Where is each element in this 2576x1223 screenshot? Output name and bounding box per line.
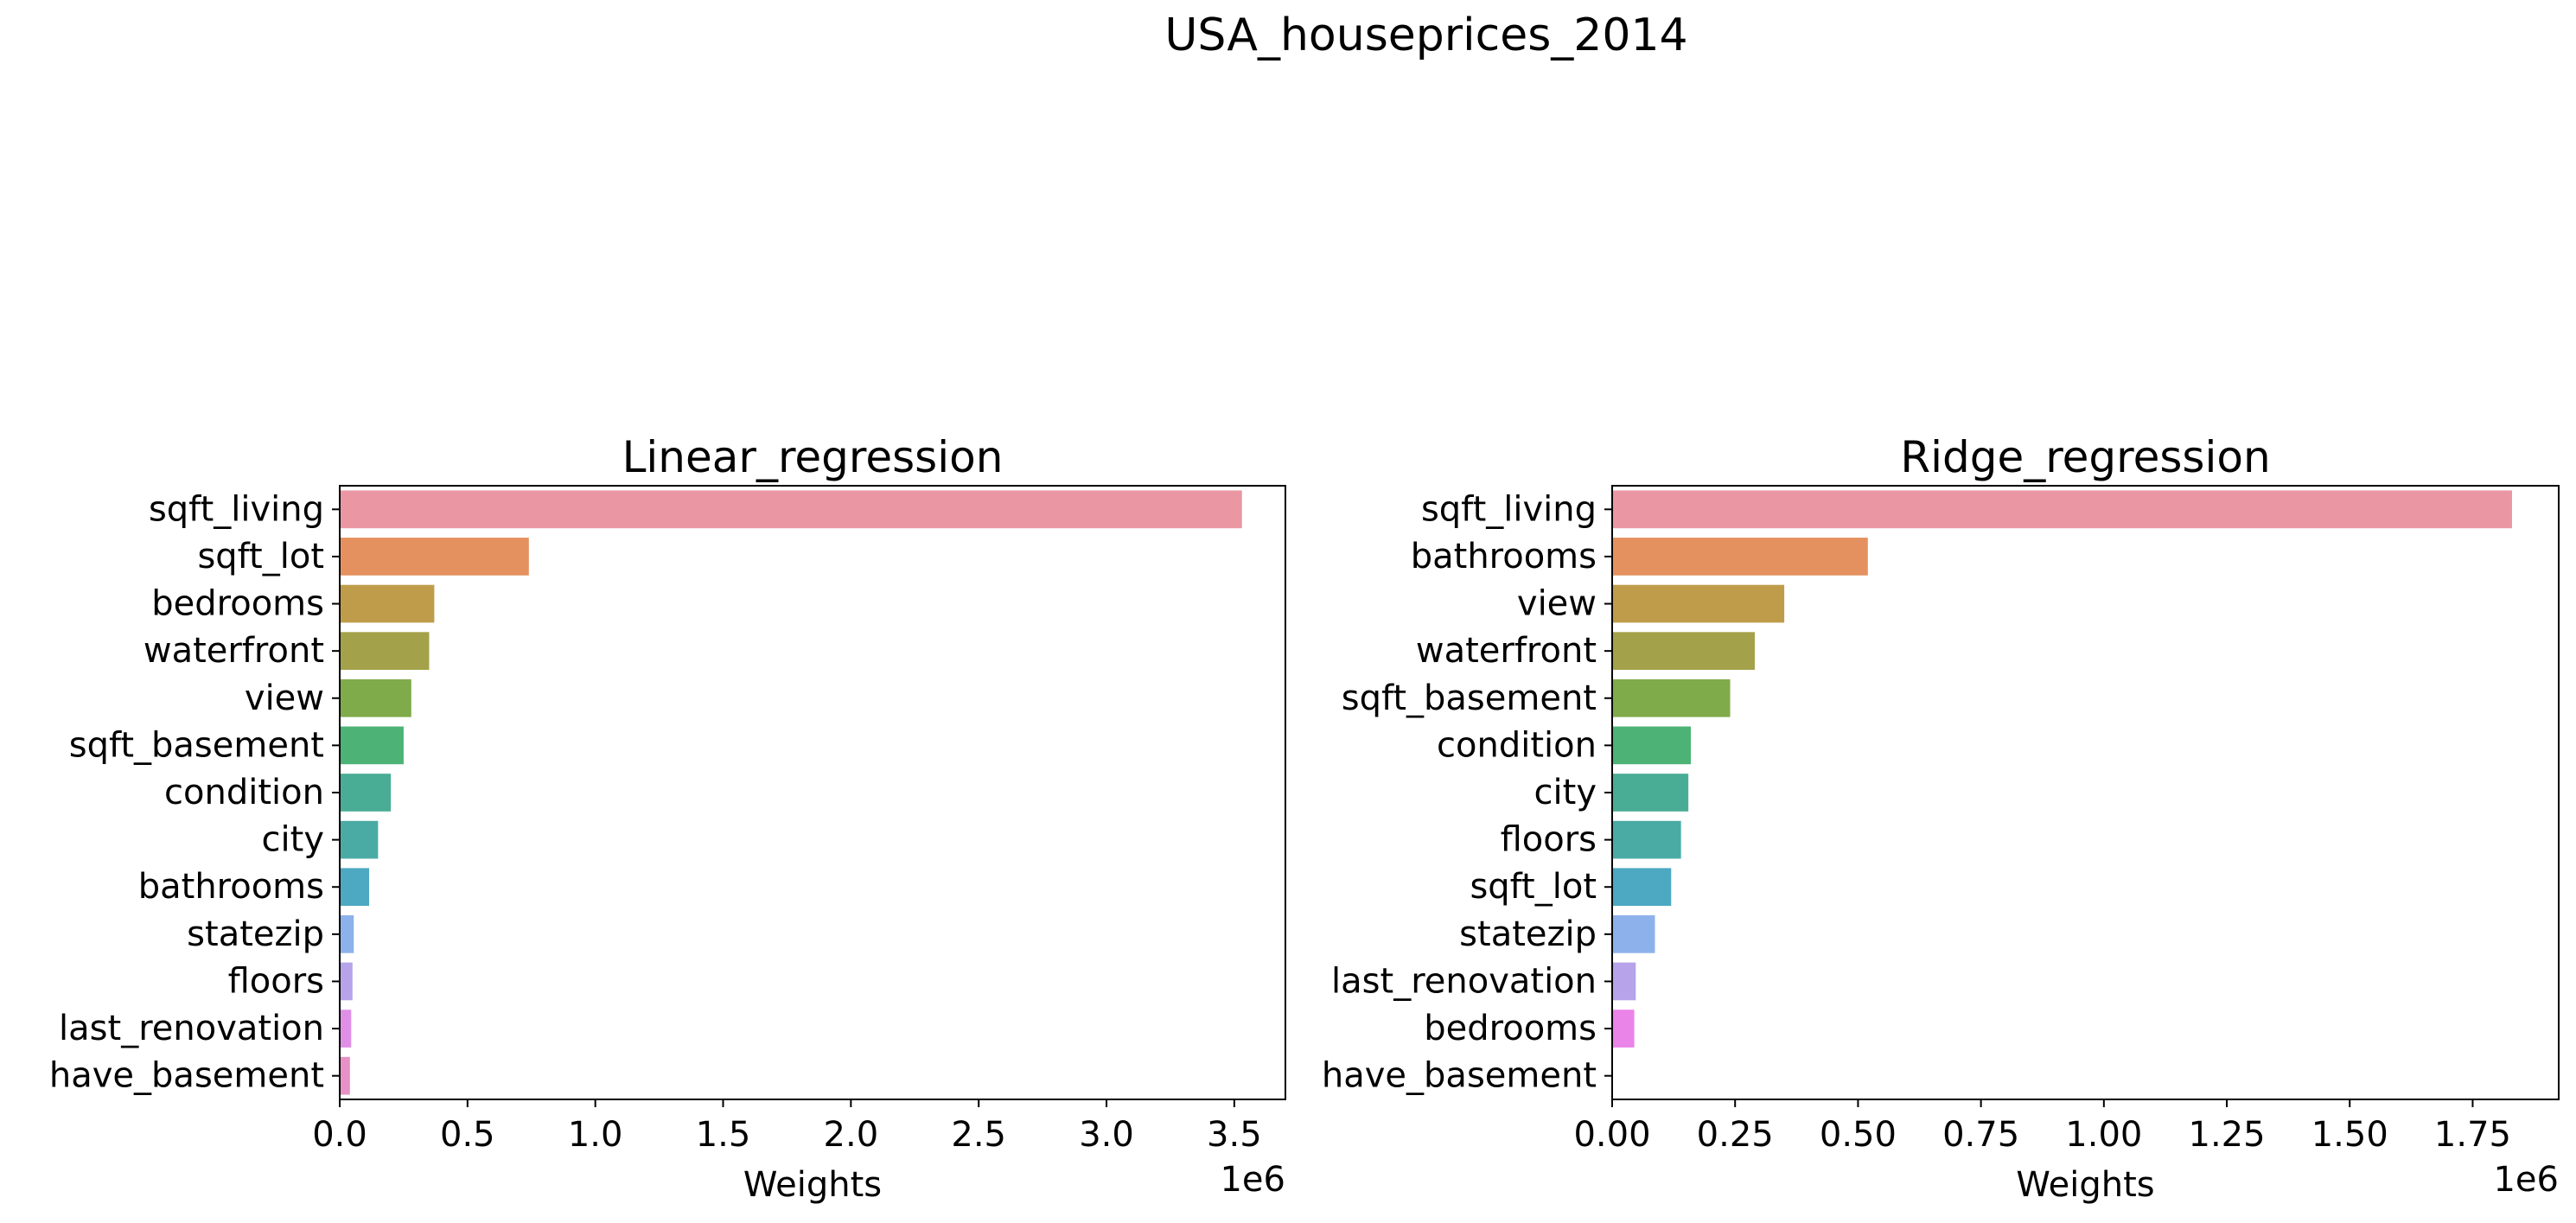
axes-frame bbox=[339, 485, 1286, 1100]
y-tick-label: have_basement bbox=[49, 1056, 324, 1096]
y-tick-label: view bbox=[245, 678, 324, 718]
x-axis-label: Weights bbox=[2016, 1165, 2154, 1205]
x-tick-label: 3.5 bbox=[1207, 1115, 1262, 1155]
y-tick-label: bedrooms bbox=[151, 584, 324, 624]
bar bbox=[1612, 1010, 1635, 1048]
bar bbox=[1612, 915, 1655, 953]
y-tick-label: sqft_basement bbox=[1342, 678, 1597, 718]
bar bbox=[340, 820, 379, 859]
bar bbox=[340, 490, 1242, 529]
x-tick-label: 2.0 bbox=[824, 1115, 879, 1155]
bar bbox=[1612, 962, 1636, 1001]
x-tick-label: 0.50 bbox=[1820, 1115, 1897, 1155]
bar bbox=[340, 1010, 352, 1048]
bar bbox=[340, 726, 404, 765]
y-tick-label: bathrooms bbox=[138, 867, 324, 907]
y-tick-label: sqft_lot bbox=[1470, 867, 1597, 907]
x-tick-label: 0.0 bbox=[312, 1115, 367, 1155]
y-tick-label: bedrooms bbox=[1424, 1009, 1597, 1048]
bar bbox=[1612, 678, 1731, 717]
bar bbox=[1612, 490, 2512, 529]
y-tick-label: floors bbox=[1501, 820, 1597, 860]
bar bbox=[1612, 774, 1689, 812]
chart-title: Ridge_regression bbox=[1900, 432, 2270, 482]
x-tick-label: 0.5 bbox=[440, 1115, 495, 1155]
y-tick-label: statezip bbox=[187, 914, 324, 954]
bar bbox=[340, 678, 411, 717]
y-tick-label: city bbox=[262, 820, 324, 860]
bar bbox=[1612, 584, 1785, 623]
bar bbox=[1612, 820, 1681, 859]
y-tick-label: floors bbox=[228, 961, 324, 1001]
x-tick-label: 1.75 bbox=[2434, 1115, 2511, 1155]
bar bbox=[340, 538, 529, 576]
x-tick-label: 0.75 bbox=[1942, 1115, 2019, 1155]
x-offset-label: 1e6 bbox=[1220, 1160, 1285, 1200]
y-tick-label: last_renovation bbox=[1331, 961, 1597, 1001]
bar bbox=[1612, 868, 1672, 907]
x-tick-label: 1.50 bbox=[2311, 1115, 2388, 1155]
bar bbox=[340, 915, 354, 953]
x-offset-label: 1e6 bbox=[2493, 1160, 2559, 1200]
y-tick-label: sqft_lot bbox=[197, 537, 324, 576]
x-tick-label: 1.00 bbox=[2065, 1115, 2142, 1155]
y-tick-label: view bbox=[1517, 584, 1597, 624]
x-tick-label: 0.25 bbox=[1697, 1115, 1774, 1155]
x-axis-label: Weights bbox=[743, 1165, 882, 1205]
x-tick-label: 3.0 bbox=[1079, 1115, 1134, 1155]
figure-suptitle: USA_houseprices_2014 bbox=[1164, 10, 1687, 61]
bar bbox=[1612, 538, 1868, 576]
bar bbox=[340, 584, 435, 623]
y-tick-label: last_renovation bbox=[59, 1009, 324, 1048]
bar bbox=[1612, 632, 1755, 670]
bar bbox=[340, 774, 392, 812]
x-tick-label: 1.25 bbox=[2189, 1115, 2266, 1155]
y-tick-label: sqft_living bbox=[1421, 489, 1597, 529]
y-tick-label: waterfront bbox=[1416, 631, 1597, 671]
y-tick-label: city bbox=[1534, 773, 1597, 812]
x-tick-label: 2.5 bbox=[951, 1115, 1006, 1155]
y-tick-label: condition bbox=[1437, 725, 1597, 765]
y-tick-label: bathrooms bbox=[1411, 537, 1597, 576]
bar bbox=[340, 868, 370, 907]
x-tick-label: 0.00 bbox=[1573, 1115, 1650, 1155]
y-tick-label: statezip bbox=[1459, 914, 1597, 954]
panel-linear-regression: sqft_living sqft_lot bedrooms waterfront vie… bbox=[49, 432, 1286, 1205]
panel-ridge-regression: sqft_living bathrooms view waterfront sqft_b… bbox=[1322, 432, 2560, 1205]
chart-title: Linear_regression bbox=[622, 432, 1004, 482]
y-tick-label: condition bbox=[164, 773, 324, 812]
bar bbox=[340, 962, 353, 1001]
y-tick-label: have_basement bbox=[1322, 1056, 1597, 1096]
x-tick-label: 1.0 bbox=[568, 1115, 623, 1155]
bar bbox=[340, 1056, 350, 1095]
bar bbox=[340, 632, 430, 670]
bar bbox=[1612, 726, 1692, 765]
axes-frame bbox=[1611, 485, 2560, 1100]
y-tick-label: sqft_basement bbox=[69, 725, 324, 765]
y-tick-label: waterfront bbox=[143, 631, 324, 671]
y-tick-label: sqft_living bbox=[149, 489, 324, 529]
x-tick-label: 1.5 bbox=[696, 1115, 751, 1155]
